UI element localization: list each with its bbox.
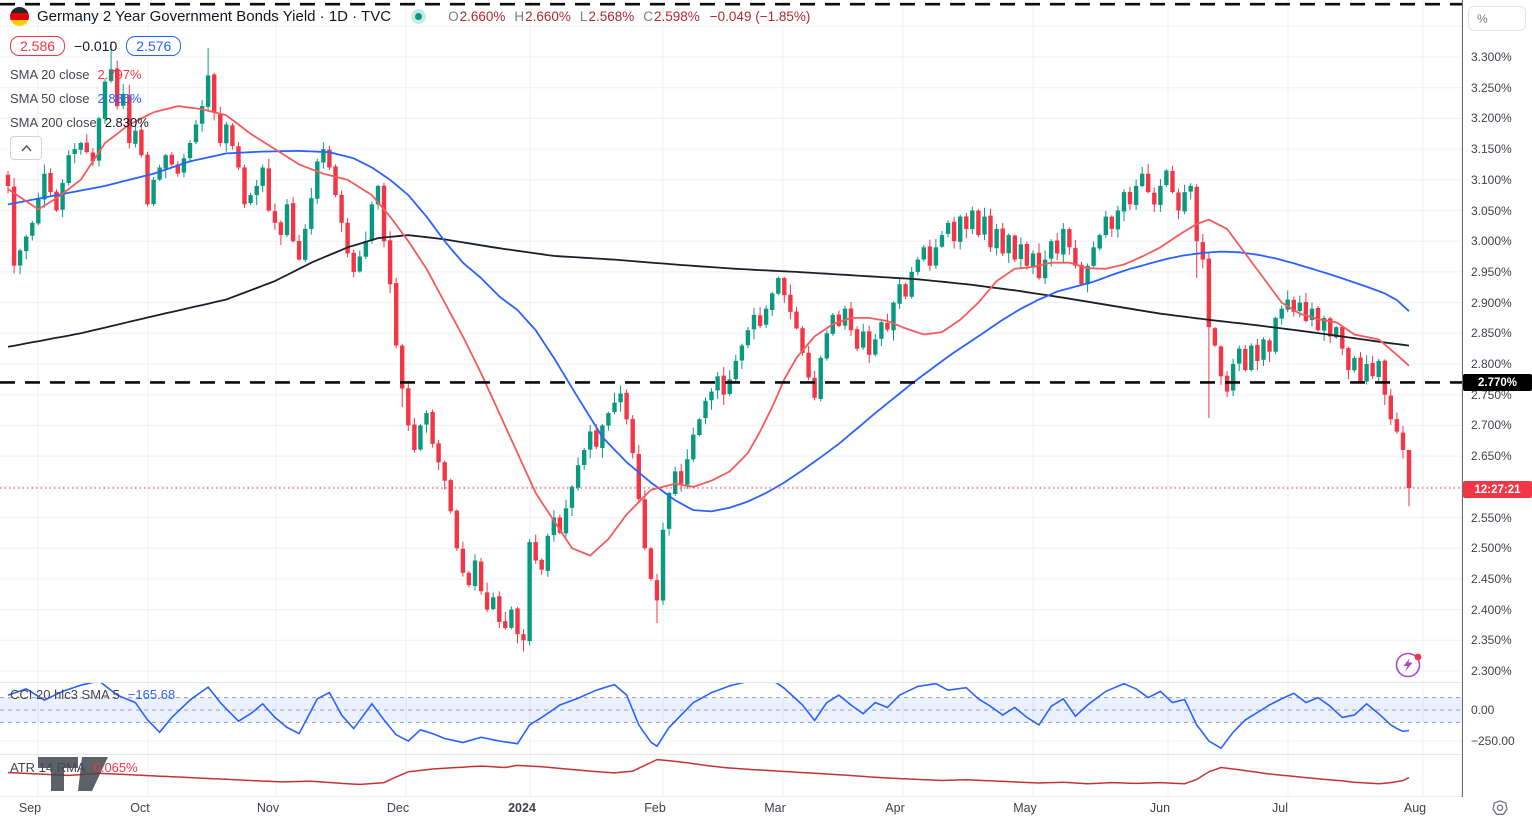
atr-value: 0.065% (93, 760, 138, 775)
y-axis-tick: 2.800% (1471, 357, 1512, 371)
low-value: 2.568% (588, 9, 635, 24)
level-lines (0, 2, 1462, 489)
y-axis-tick: 2.500% (1471, 541, 1512, 555)
price-unit-button[interactable]: % (1468, 6, 1526, 31)
cci-axis-tick: −250.00 (1471, 734, 1515, 748)
bid-price-chip: 2.586 (10, 36, 66, 56)
cci-value: −165.68 (127, 687, 176, 702)
x-axis-label: Aug (1403, 801, 1427, 815)
y-axis-tick: 3.300% (1471, 50, 1512, 64)
pane-borders (0, 0, 1532, 799)
market-status-icon (411, 9, 427, 24)
ask-price-chip: 2.576 (126, 36, 182, 56)
atr-line (7, 758, 1410, 786)
countdown-badge: 12:27:21 (1463, 481, 1532, 498)
spread-value: −0.010 (74, 38, 118, 54)
y-axis-tick: 2.900% (1471, 296, 1512, 310)
time-axis[interactable]: Sep Oct Nov Dec 2024 Feb Mar Apr May Jun Jul Aug (0, 797, 1532, 821)
level-price-badge: 2.770% (1463, 374, 1532, 391)
y-axis-tick: 3.200% (1471, 111, 1512, 125)
x-axis-label: May (1013, 801, 1037, 815)
x-axis-label: Jun (1149, 801, 1171, 815)
ohlc-readout: O2.660% H2.660% L2.568% C2.598% −0.049 (… (448, 9, 811, 24)
cci-band (0, 697, 1462, 723)
cci-line (7, 683, 1410, 750)
x-axis-label: Nov (256, 801, 280, 815)
legend-row-sma20[interactable]: SMA 20 close 2.797% (10, 67, 142, 82)
symbol-title[interactable]: Germany 2 Year Government Bonds Yield · … (37, 8, 392, 25)
sma200-value: 2.830% (104, 115, 149, 130)
tradingview-watermark (38, 757, 108, 791)
x-axis-label: Jul (1272, 801, 1288, 815)
high-value: 2.660% (525, 9, 571, 24)
y-axis-tick: 3.250% (1471, 81, 1512, 95)
close-value: 2.598% (653, 9, 700, 24)
sma50-label: SMA 50 close (10, 91, 90, 106)
legend-row-atr[interactable]: ATR 14 RMA 0.065% (10, 760, 138, 775)
atr-label: ATR 14 RMA (10, 760, 86, 775)
x-axis-label: Oct (130, 801, 150, 815)
sma20-line (7, 105, 1410, 557)
y-axis-tick: 2.950% (1471, 265, 1512, 279)
x-axis-label: Sep (18, 801, 42, 815)
x-axis-label: Dec (386, 801, 410, 815)
sma20-value: 2.797% (97, 67, 142, 82)
y-axis-tick: 2.700% (1471, 418, 1512, 432)
legend-row-sma50[interactable]: SMA 50 close 2.886% (10, 91, 142, 106)
y-axis-tick: 3.100% (1471, 173, 1512, 187)
sma200-line (7, 234, 1410, 348)
germany-flag-icon (10, 7, 29, 26)
axis-settings-icon[interactable] (1487, 799, 1513, 821)
x-axis-label: Apr (885, 801, 905, 815)
y-axis-tick: 3.050% (1471, 204, 1512, 218)
legend-row-sma200[interactable]: SMA 200 close 2.830% (10, 115, 149, 130)
chevron-up-icon (20, 144, 32, 152)
cci-label: CCI 20 hlc3 SMA 5 (10, 687, 120, 702)
y-axis-tick: 2.650% (1471, 449, 1512, 463)
x-axis-label: Mar (764, 801, 786, 815)
y-axis-tick: 3.000% (1471, 234, 1512, 248)
y-axis-tick: 2.450% (1471, 572, 1512, 586)
bid-ask-row: 2.586 −0.010 2.576 (10, 36, 182, 56)
y-axis-tick: 2.350% (1471, 633, 1512, 647)
sma50-line (7, 149, 1410, 513)
collapse-legend-button[interactable] (10, 136, 42, 160)
open-value: 2.660% (459, 9, 506, 24)
sma50-value: 2.886% (97, 91, 142, 106)
chart-header: Germany 2 Year Government Bonds Yield · … (10, 7, 810, 26)
sma20-label: SMA 20 close (10, 67, 90, 82)
y-axis-tick: 2.850% (1471, 326, 1512, 340)
candlestick-series (5, 41, 1412, 652)
change-value: −0.049 (−1.85%) (709, 9, 811, 24)
cci-axis-tick: 0.00 (1471, 703, 1495, 717)
y-axis-tick: 2.550% (1471, 511, 1512, 525)
x-axis-label: Feb (644, 801, 666, 815)
y-axis-tick: 2.300% (1471, 664, 1512, 678)
flash-data-icon[interactable] (1394, 650, 1424, 685)
sma200-label: SMA 200 close (10, 115, 97, 130)
price-axis[interactable]: 3.300% 3.250% 3.200% 3.150% 3.100% 3.050% 3.00… (1463, 0, 1532, 797)
legend-row-cci[interactable]: CCI 20 hlc3 SMA 5 −165.68 (10, 687, 175, 702)
y-axis-tick: 2.750% (1471, 388, 1512, 402)
y-axis-tick: 2.400% (1471, 603, 1512, 617)
y-axis-tick: 3.150% (1471, 142, 1512, 156)
x-axis-label: 2024 (508, 801, 536, 815)
